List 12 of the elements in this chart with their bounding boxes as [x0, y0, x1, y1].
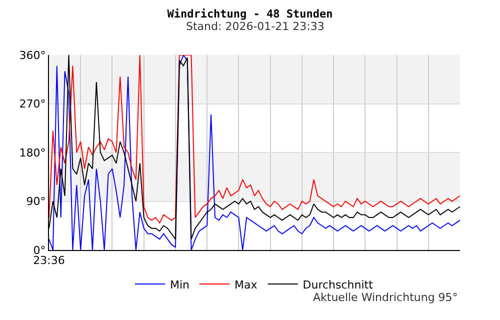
chart-title: Windrichtung - 48 Stunden [167, 7, 333, 20]
chart-subtitle: Stand: 2026-01-21 23:33 [186, 20, 324, 33]
text: Aktuelle Windrichtung 95° [313, 291, 458, 304]
y-tick-label: 270° [19, 98, 46, 111]
legend-label: Durchschnitt [302, 278, 374, 292]
y-tick-label: 360° [19, 48, 46, 62]
y-tick-label: 0° [33, 244, 46, 257]
y-tick-label: 90° [26, 195, 46, 208]
y-tick-label: 180° [19, 146, 46, 160]
legend-label: Min [170, 278, 190, 292]
legend-label: Max [234, 278, 258, 292]
x-tick-label: 23:36 [33, 254, 65, 268]
